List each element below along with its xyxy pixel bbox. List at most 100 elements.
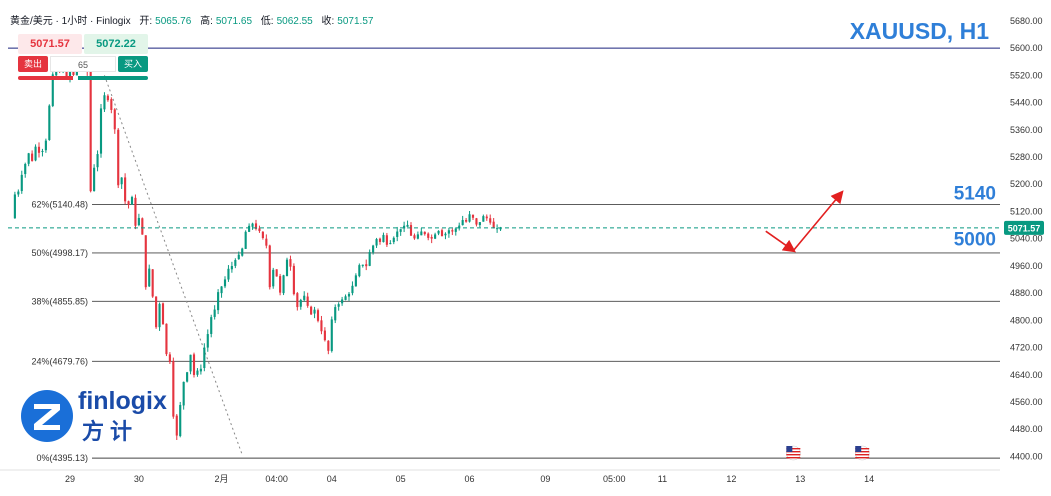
candle-body (203, 347, 206, 368)
candle-body (389, 243, 392, 245)
candle-body (37, 146, 41, 153)
buy-button[interactable]: 买入 (118, 56, 148, 72)
candle-body (413, 235, 416, 239)
candle-body (396, 231, 399, 237)
candle-body (489, 218, 492, 223)
candle-body (292, 265, 295, 295)
candle-body (175, 415, 178, 436)
trade-panel: 5071.57 5072.22 卖出 65 买入 (18, 34, 148, 80)
x-tick-label: 29 (65, 474, 75, 484)
flag-canton (786, 446, 793, 452)
current-price-label: 5071.57 (1008, 223, 1041, 233)
buy-price-button[interactable]: 5072.22 (84, 34, 148, 54)
ohlc-legend: 黄金/美元 · 1小时 · Finlogix 开: 5065.76 高: 5071.… (10, 12, 373, 27)
candle-body (248, 225, 251, 232)
flag-stripe (855, 457, 870, 459)
sell-share-bar (18, 76, 73, 80)
y-tick-label: 5360.00 (1010, 125, 1043, 135)
candle-body (299, 299, 302, 307)
target-label: 5000 (954, 230, 996, 251)
x-tick-label: 2月 (215, 474, 229, 484)
candle-body (458, 225, 461, 229)
price-axis: 4400.00 4480.00 4560.00 4640.00 4720.00 4800.… (1010, 16, 1043, 462)
sell-button[interactable]: 卖出 (18, 56, 48, 72)
candle-body (130, 197, 134, 205)
candle-body (106, 95, 109, 101)
fib-level-label: 38%(4855.85) (31, 296, 88, 306)
candle-body (96, 154, 99, 168)
candle-body (496, 228, 499, 230)
candle-body (334, 307, 337, 321)
high-value: 5071.65 (215, 16, 253, 27)
candle-body (113, 109, 116, 130)
candle-body (385, 235, 388, 245)
candle-body (475, 218, 478, 225)
candle-body (182, 381, 185, 406)
y-tick-label: 5600.00 (1010, 43, 1043, 53)
candle-body (20, 174, 23, 192)
us-flag-icon (786, 445, 801, 461)
candle-body (34, 146, 37, 161)
candle-body (444, 233, 447, 236)
candle-body (420, 231, 423, 236)
x-tick-label: 30 (134, 474, 144, 484)
economic-events (786, 445, 870, 461)
finlogix-logo-icon (21, 390, 73, 442)
candle-body (110, 99, 113, 110)
candle-body (151, 269, 154, 297)
candle-body (258, 228, 261, 232)
projection-down-arrow (765, 230, 796, 253)
x-tick-label: 12 (726, 474, 736, 484)
y-tick-label: 4720.00 (1010, 343, 1043, 353)
candle-body (234, 260, 237, 266)
current-price-tag (1004, 220, 1044, 235)
candle-body (41, 150, 44, 152)
symbol-description: 黄金/美元 · 1小时 · Finlogix (10, 16, 131, 27)
candle-body (254, 223, 258, 230)
candle-body (165, 323, 168, 355)
sell-price-button[interactable]: 5071.57 (18, 34, 82, 54)
flag-stripe (786, 457, 801, 459)
x-tick-label: 11 (658, 474, 667, 484)
candle-body (199, 368, 202, 372)
high-label: 高: (200, 16, 213, 27)
candle-body (427, 233, 430, 238)
candle-body (279, 276, 282, 293)
flag-stripe (855, 448, 870, 450)
y-tick-label: 4800.00 (1010, 315, 1043, 325)
candle-body (192, 354, 196, 375)
candle-body (158, 303, 161, 328)
y-tick-label: 4480.00 (1010, 424, 1043, 434)
candle-body (468, 214, 471, 222)
candle-body (230, 266, 233, 270)
candle-body (217, 292, 220, 311)
time-axis: 29 30 2月 04:00 04 05 06 09 05:00 11 12 13 14 (0, 469, 1000, 484)
y-tick-label: 4560.00 (1010, 397, 1043, 407)
candle-body (213, 309, 216, 317)
candle-body (244, 231, 247, 249)
buy-share-bar (77, 76, 148, 80)
candlestick-series (13, 59, 502, 440)
candle-body (144, 235, 147, 288)
x-tick-label: 14 (864, 474, 874, 484)
fibonacci-levels (92, 204, 1000, 459)
candle-body (282, 275, 285, 294)
target-labels: 5140 5000 (954, 184, 996, 251)
flag-stripe (855, 454, 870, 456)
flag-stripe (786, 448, 801, 450)
candle-body (454, 228, 457, 232)
candle-body (24, 163, 27, 175)
candle-body (354, 275, 357, 287)
flag-canton (855, 446, 862, 452)
candle-body (361, 264, 364, 266)
candle-body (451, 230, 454, 232)
candle-body (148, 268, 151, 287)
candle-body (31, 153, 34, 161)
candle-body (478, 222, 481, 226)
spread-value: 65 (50, 56, 116, 72)
candle-body (168, 354, 171, 362)
candle-body (189, 354, 192, 372)
sentiment-bar (18, 76, 148, 80)
candle-body (368, 252, 371, 266)
